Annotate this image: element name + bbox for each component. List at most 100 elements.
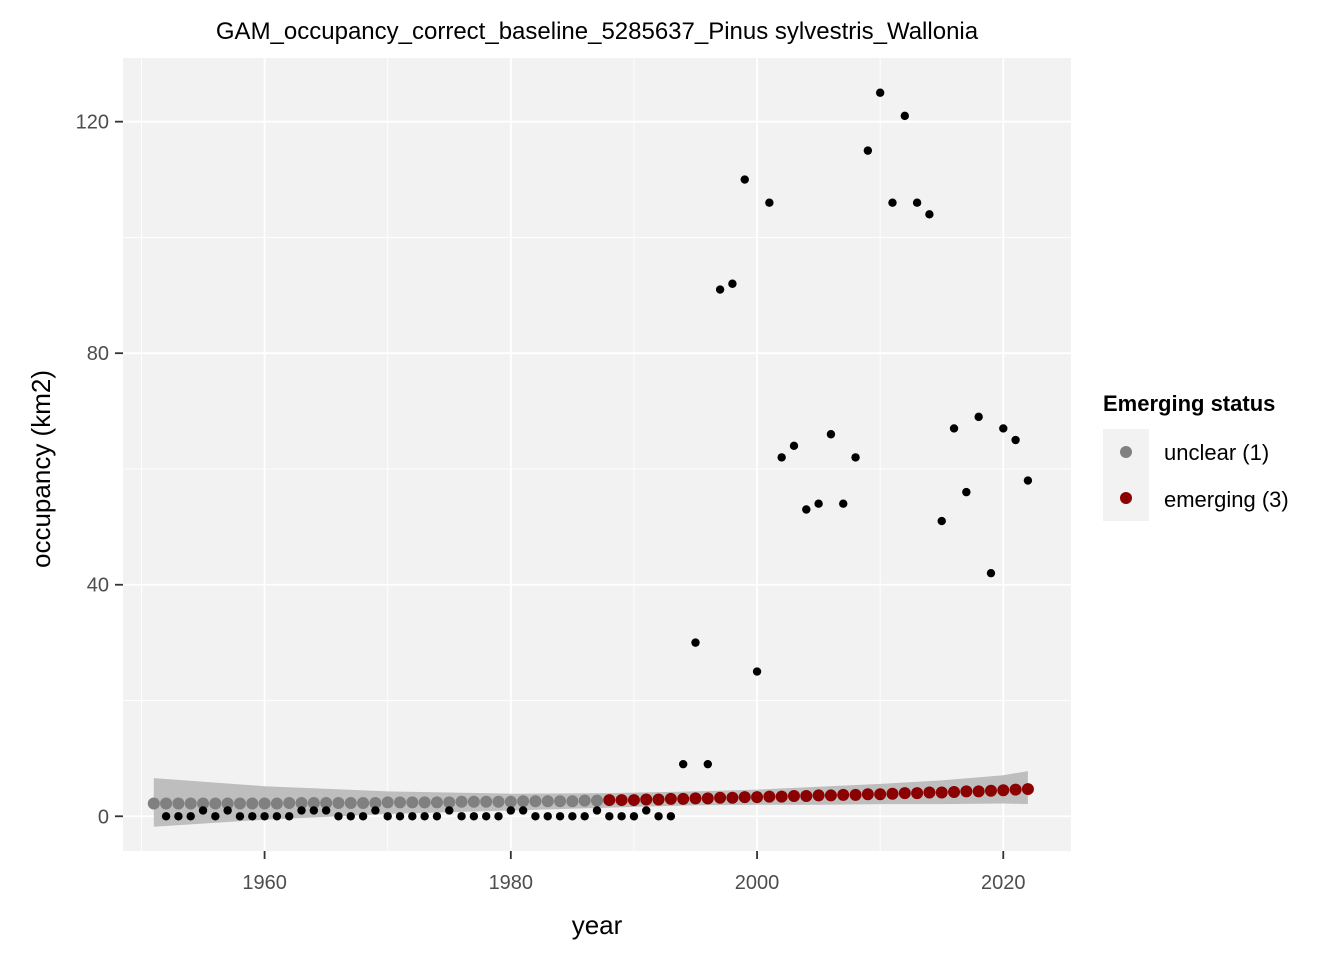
observed-point bbox=[875, 88, 885, 97]
fitted-point bbox=[443, 796, 456, 809]
fitted-point bbox=[689, 792, 702, 805]
observed-point bbox=[678, 759, 688, 769]
fitted-point bbox=[566, 795, 579, 808]
observed-point bbox=[789, 441, 799, 451]
grid-major bbox=[123, 58, 1071, 851]
fitted-point bbox=[394, 796, 407, 809]
fitted-point bbox=[603, 794, 616, 807]
observed-point bbox=[912, 198, 922, 207]
observed-point bbox=[1011, 435, 1020, 445]
observed-point bbox=[506, 806, 516, 815]
fitted-point bbox=[418, 796, 431, 809]
observed-point bbox=[198, 806, 208, 815]
fitted-points bbox=[147, 783, 1034, 810]
fitted-point bbox=[554, 795, 567, 808]
observed-point bbox=[285, 812, 294, 821]
y-tick-label: 80 bbox=[87, 343, 109, 365]
fitted-point bbox=[369, 796, 382, 809]
fitted-point bbox=[849, 788, 862, 801]
observed-point bbox=[617, 812, 626, 821]
observed-point bbox=[297, 806, 306, 815]
fitted-point bbox=[529, 795, 542, 808]
observed-point bbox=[592, 806, 602, 815]
observed-point bbox=[974, 412, 983, 422]
observed-point bbox=[642, 806, 651, 815]
fitted-point bbox=[751, 791, 764, 804]
observed-point bbox=[999, 424, 1008, 433]
observed-point bbox=[186, 812, 195, 821]
observed-point bbox=[543, 812, 552, 821]
observed-point bbox=[851, 453, 860, 462]
observed-point bbox=[826, 430, 836, 439]
observed-point bbox=[481, 812, 491, 821]
fitted-point bbox=[283, 796, 296, 809]
fitted-point bbox=[455, 795, 468, 808]
legend-title: Emerging status bbox=[1103, 391, 1275, 416]
x-tick-label: 2020 bbox=[981, 872, 1026, 894]
fitted-point bbox=[738, 791, 751, 804]
fitted-point bbox=[787, 790, 800, 803]
fitted-point bbox=[1009, 783, 1022, 796]
fitted-point bbox=[812, 789, 825, 802]
fitted-point bbox=[591, 794, 603, 807]
observed-point bbox=[395, 812, 405, 821]
x-axis: 1960 1980 2000 2020 bbox=[242, 851, 1026, 894]
fitted-point bbox=[763, 790, 776, 803]
fitted-point bbox=[233, 797, 246, 810]
observed-point bbox=[334, 812, 343, 821]
observed-point bbox=[568, 812, 577, 821]
observed-point bbox=[248, 812, 257, 821]
fitted-point bbox=[714, 791, 727, 804]
fitted-point bbox=[935, 786, 948, 799]
fitted-point bbox=[307, 796, 320, 809]
fitted-point bbox=[467, 795, 480, 808]
fitted-point bbox=[147, 797, 160, 810]
observed-points bbox=[161, 88, 1033, 821]
fitted-point bbox=[541, 795, 554, 808]
observed-point bbox=[161, 812, 171, 821]
observed-point bbox=[691, 638, 700, 647]
observed-point bbox=[777, 453, 786, 462]
fitted-point bbox=[775, 790, 788, 803]
observed-point bbox=[802, 505, 811, 514]
x-tick-label: 2000 bbox=[735, 872, 780, 894]
grid-minor bbox=[123, 58, 1071, 851]
fitted-point bbox=[172, 797, 185, 810]
observed-point bbox=[260, 812, 269, 821]
legend-label-emerging: emerging (3) bbox=[1164, 487, 1289, 512]
observed-point bbox=[445, 806, 454, 815]
observed-point bbox=[888, 198, 897, 207]
observed-point bbox=[272, 812, 282, 821]
observed-point bbox=[925, 210, 934, 219]
fitted-point bbox=[504, 795, 517, 808]
observed-point bbox=[309, 806, 319, 815]
observed-point bbox=[629, 812, 639, 821]
observed-point bbox=[383, 812, 392, 821]
observed-point bbox=[765, 198, 774, 207]
observed-point bbox=[432, 812, 442, 821]
fitted-point bbox=[861, 788, 874, 801]
observed-point bbox=[666, 812, 676, 821]
observed-point bbox=[752, 667, 762, 676]
legend-label-unclear: unclear (1) bbox=[1164, 440, 1269, 465]
fitted-point bbox=[492, 795, 505, 808]
plot-panel bbox=[123, 58, 1071, 851]
observed-point bbox=[962, 487, 971, 497]
observed-point bbox=[986, 568, 996, 578]
fitted-point bbox=[332, 796, 345, 809]
legend-key-emerging bbox=[1120, 492, 1132, 504]
observed-point bbox=[1023, 476, 1033, 485]
legend-key-background bbox=[1103, 429, 1149, 521]
fitted-point bbox=[578, 794, 591, 807]
observed-point bbox=[937, 516, 946, 526]
fitted-point bbox=[209, 797, 222, 810]
fitted-point bbox=[357, 796, 370, 809]
observed-point bbox=[457, 812, 466, 821]
fitted-point bbox=[948, 785, 961, 798]
plot-title: GAM_occupancy_correct_baseline_5285637_P… bbox=[216, 18, 979, 45]
observed-point bbox=[174, 812, 183, 821]
fitted-point bbox=[800, 790, 813, 803]
legend-key-unclear bbox=[1120, 446, 1132, 458]
observed-point bbox=[420, 812, 429, 821]
